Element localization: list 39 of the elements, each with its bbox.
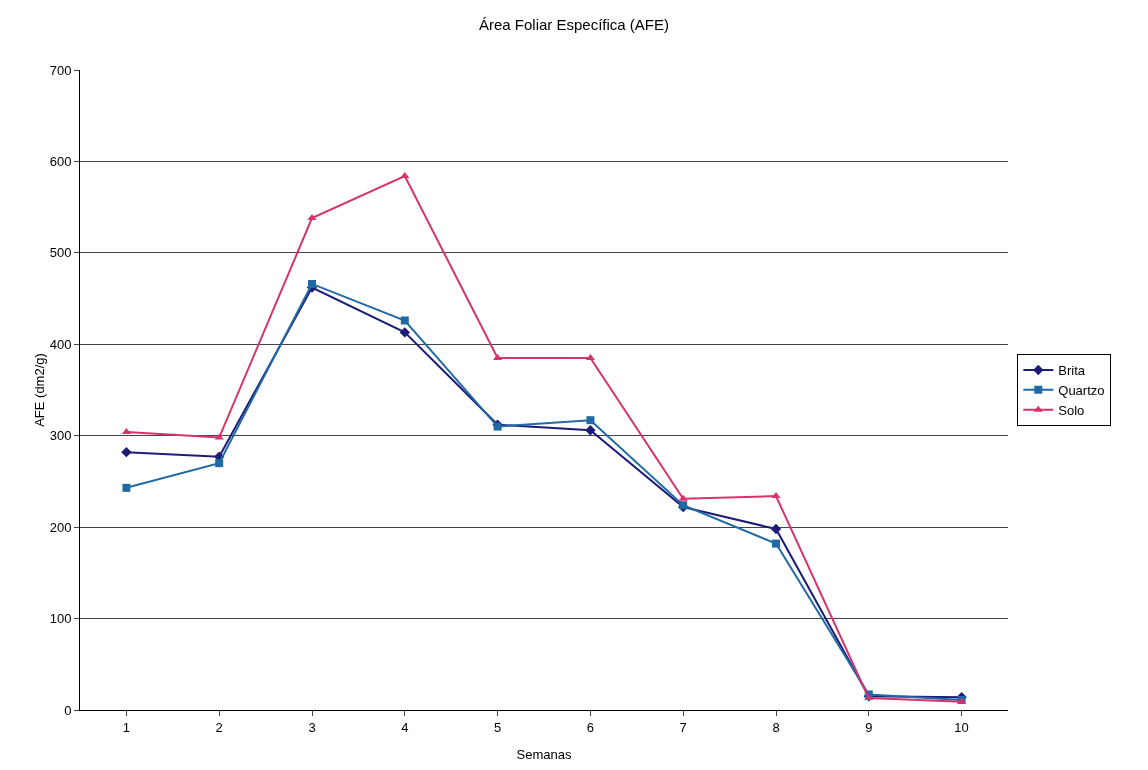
point xyxy=(214,433,224,440)
x-tick-label: 8 xyxy=(772,719,780,735)
x-tick-label: 2 xyxy=(215,719,223,735)
x-tick-label: 9 xyxy=(865,719,873,735)
x-tick-label: 6 xyxy=(586,719,595,735)
y-axis-title: AFE (dm2/g) xyxy=(32,353,47,427)
point xyxy=(771,492,781,499)
y-tick-label: 200 xyxy=(49,519,72,535)
point xyxy=(586,416,595,425)
point xyxy=(400,316,409,325)
x-tick-label: 3 xyxy=(308,719,316,735)
point xyxy=(678,494,688,501)
point xyxy=(399,327,410,338)
point xyxy=(772,539,780,548)
x-tick-label: 5 xyxy=(493,719,502,735)
y-tick-label: 600 xyxy=(49,153,72,169)
y-tick-label: 100 xyxy=(49,611,72,627)
point xyxy=(770,523,782,535)
point xyxy=(215,459,224,468)
legend-label: Quartzo xyxy=(1058,382,1105,398)
x-tick-label: 1 xyxy=(122,719,131,735)
point xyxy=(307,214,317,221)
chart-title: Área Foliar Específica (AFE) xyxy=(478,15,670,33)
legend-label: Brita xyxy=(1058,363,1086,379)
x-tick-label: 10 xyxy=(954,719,969,735)
point xyxy=(400,172,410,179)
x-tick-label: 7 xyxy=(679,719,687,735)
y-tick-label: 700 xyxy=(49,62,72,78)
y-tick-label: 0 xyxy=(64,702,72,718)
point xyxy=(308,279,316,288)
legend-label: Solo xyxy=(1058,402,1085,418)
point xyxy=(122,483,131,492)
y-tick-label: 300 xyxy=(49,428,72,444)
y-tick-label: 500 xyxy=(49,245,72,261)
y-tick-label: 400 xyxy=(49,336,72,352)
point xyxy=(585,425,596,436)
x-tick-label: 4 xyxy=(401,719,409,735)
point xyxy=(121,446,132,458)
x-axis-title: Semanas xyxy=(516,747,572,762)
